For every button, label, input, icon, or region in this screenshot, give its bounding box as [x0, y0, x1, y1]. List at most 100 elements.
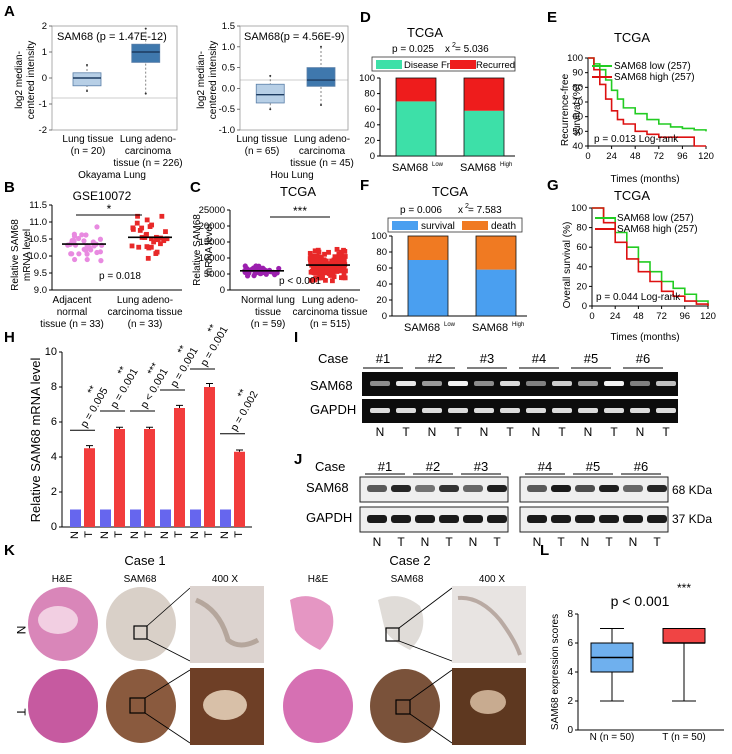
y-tick-label: 6 [567, 638, 573, 649]
panel-c-group-2-line-1: Lung adeno- [302, 295, 358, 306]
panel-b: GSE10072 Relative SAM68 mRNA level 11.51… [10, 189, 183, 330]
scatter-point [331, 274, 337, 280]
panel-f-stat-chi: x [458, 205, 463, 216]
i-case-label: #6 [636, 351, 650, 366]
j-lane-label: N [469, 535, 478, 549]
panel-j-cases: #1 #2 #3 #4 #5 #6 [365, 459, 661, 475]
box-outlier [320, 45, 322, 48]
h-x-label: T [143, 531, 155, 538]
y-tick-label: 0 [370, 151, 375, 162]
h-bar [144, 429, 155, 527]
j-case-label: #6 [634, 459, 648, 474]
j-lane-label: T [445, 535, 453, 549]
panel-k-c1-t-400x-lumen [203, 690, 247, 720]
scatter-point [327, 261, 332, 267]
panel-e-ylabel-2: survival (%) [572, 84, 583, 136]
scatter-point [341, 271, 347, 277]
panel-c-title: TCGA [280, 184, 316, 199]
y-tick-label: 60 [376, 263, 387, 274]
scatter-point [337, 268, 343, 274]
i-band-sam68 [422, 381, 442, 386]
h-x-label: T [83, 531, 95, 538]
scatter-point [276, 265, 282, 272]
scatter-point [313, 254, 319, 260]
panel-k-c2-n-zoom-box [385, 627, 400, 642]
i-band-gapdh [552, 408, 572, 413]
panel-j-bands [367, 485, 667, 523]
scatter-point [84, 256, 90, 263]
scatter-point [137, 228, 143, 233]
i-band-gapdh [604, 408, 624, 413]
panel-g-stat: p = 0.044 Log-rank [596, 292, 681, 303]
panel-c: TCGA Relative SAM68 mRNA level 25000 2000… [192, 184, 368, 330]
panel-g-axis: 100 80 60 40 20 00 24 48 72 96 120 [571, 203, 716, 322]
bar-category-label: SAM68 [404, 322, 440, 334]
box-outlier [144, 92, 147, 95]
scatter-point [149, 236, 154, 242]
y-tick-label: 60 [572, 112, 583, 123]
i-band-sam68 [370, 381, 390, 386]
panel-k-c2-n-sam68-tissue [378, 596, 424, 650]
panel-a-left-ylabel-2: centered intensity [26, 41, 37, 119]
y-tick-label: 80 [376, 247, 387, 258]
bar-outline [395, 77, 437, 157]
scatter-point [318, 254, 324, 260]
panel-i-cases: #1 #2 #3 #4 #5 #6 [363, 351, 663, 369]
j-band-sam68 [623, 485, 643, 492]
scatter-point [76, 235, 82, 242]
panel-c-group-2-line-2: carcinoma tissue [292, 307, 367, 318]
y-tick-label: 80 [364, 89, 375, 100]
j-band-sam68 [463, 485, 483, 492]
bar-category-sup: Low [432, 162, 444, 168]
y-tick-label: 9.0 [34, 285, 47, 296]
panel-j-size-37: 37 KDa [672, 512, 712, 526]
panel-i-row-gapdh: GAPDH [310, 402, 356, 417]
y-tick-label: 25000 [199, 205, 225, 216]
y-tick-label: -1 [39, 99, 47, 110]
panel-j-row-sam68: SAM68 [306, 480, 349, 495]
panel-l-group-n: N (n = 50) [590, 732, 635, 743]
i-band-sam68 [656, 381, 676, 386]
km-curve [588, 57, 707, 132]
panel-k-case-2: Case 2 [389, 553, 430, 568]
panel-k-c2-n-zoom-line-2 [398, 640, 453, 662]
y-tick-label: 2 [567, 696, 573, 707]
scatter-point [244, 273, 251, 279]
scatter-point [342, 249, 348, 254]
panel-k-col-400x-1: 400 X [212, 574, 238, 585]
panel-d-legend-swatch-disease-free [376, 60, 402, 69]
box-body [306, 67, 336, 87]
j-lane-label: N [421, 535, 430, 549]
panel-f-legend-survival: survival [421, 221, 455, 232]
i-lane-label: N [532, 425, 541, 439]
x-tick-label: 24 [606, 151, 617, 162]
scatter-point [326, 249, 331, 255]
panel-b-group-2-line-1: Lung adeno- [117, 295, 173, 306]
panel-c-sig: *** [293, 204, 307, 218]
panel-d-title: TCGA [407, 25, 443, 40]
y-tick-label: 40 [572, 141, 583, 152]
j-lane-label: N [533, 535, 542, 549]
panel-k-row-n: N [14, 626, 28, 635]
i-lane-label: T [610, 425, 618, 439]
panel-letter-g: G [547, 177, 559, 194]
panel-k-c2-t-400x-lumen [470, 690, 506, 714]
x-tick-label: 48 [630, 151, 641, 162]
panel-b-group-2-line-3: (n = 33) [128, 319, 163, 330]
panel-a-right-group-2-line-1: Lung adeno- [294, 134, 350, 145]
j-band-sam68 [439, 485, 459, 492]
panel-d-legend-recurred: Recurred [476, 60, 515, 71]
j-band-sam68 [575, 485, 595, 492]
scatter-point [316, 249, 322, 255]
i-lane-label: T [506, 425, 514, 439]
y-tick-label: 60 [364, 104, 375, 115]
h-x-label: N [99, 531, 111, 539]
scatter-point [307, 250, 313, 256]
panel-k-col-he-1: H&E [52, 574, 73, 585]
h-bar [174, 408, 185, 527]
panel-a-right-group-1-line-1: Lung tissue [236, 134, 288, 145]
y-tick-label: 40 [376, 279, 387, 290]
j-band-gapdh [439, 515, 459, 523]
scatter-point [329, 258, 335, 264]
bar-outline [463, 77, 505, 157]
